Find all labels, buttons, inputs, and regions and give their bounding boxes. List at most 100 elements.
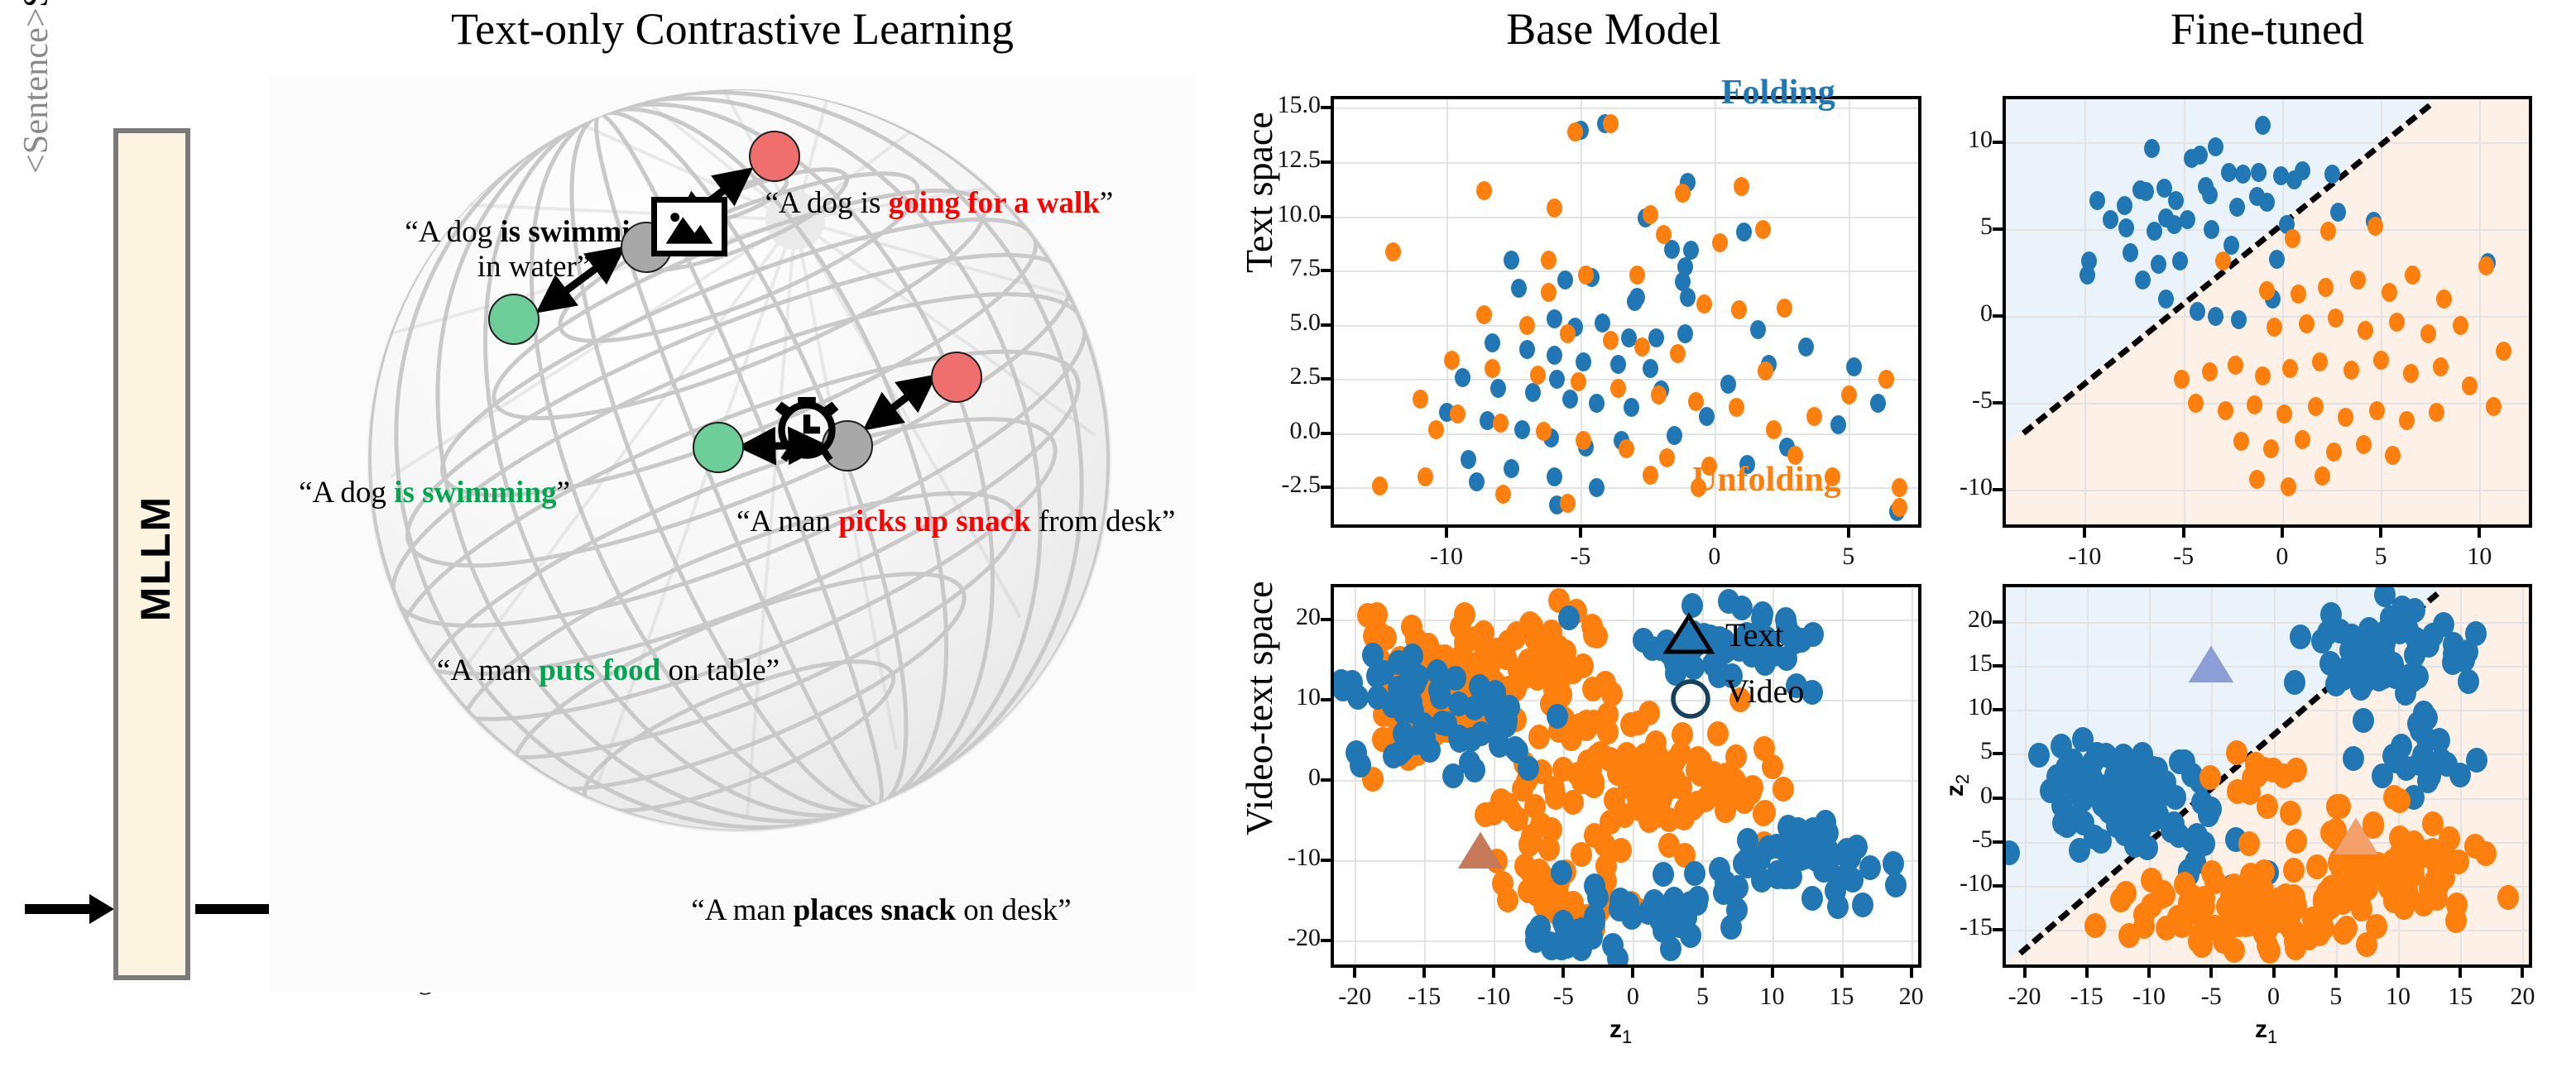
y-axis-tick-mark (1993, 141, 2003, 145)
mllm-box: MLLM (113, 128, 190, 980)
scatter-point (2217, 400, 2233, 420)
scatter-point (1658, 447, 1675, 467)
scatter-point (1892, 478, 1908, 498)
scatter-point (1691, 478, 1707, 498)
x-axis-tick-label: -5 (1570, 543, 1591, 570)
scatter-point (2150, 255, 2166, 275)
image-icon (651, 197, 727, 256)
y-axis-tick-label: -2.5 (1281, 471, 1322, 499)
scatter-point (1870, 394, 1887, 414)
x-axis-tick-mark (1770, 968, 1774, 978)
scatter-point (2314, 467, 2330, 486)
scatter-point (2215, 251, 2232, 271)
y-axis-tick-label: 5.0 (1289, 308, 1322, 336)
scatter-point (2319, 222, 2336, 242)
scatter-point (1468, 471, 1485, 491)
caption-text-tail: ” (1099, 186, 1114, 220)
scatter-point (2114, 881, 2137, 907)
y-axis-tick-label: 5 (1980, 213, 1993, 241)
scatter-point (2190, 933, 2213, 959)
scatter-point (2402, 837, 2425, 863)
x-axis-tick-mark (2478, 528, 2482, 538)
scatter-point (2495, 342, 2511, 361)
scatter-point (1830, 415, 1846, 435)
caption-emphasis: picks up snack (838, 505, 1031, 538)
plot-text-space-base-model[interactable] (1331, 96, 1921, 528)
y-axis-tick-label: 20 (1968, 605, 1993, 634)
scatter-point (1682, 241, 1699, 261)
scatter-point (1489, 378, 1506, 398)
plot-video-text-space-fine-tuned[interactable] (2003, 584, 2532, 968)
gridline-vertical (1446, 99, 1449, 524)
scatter-point (2329, 203, 2346, 223)
scatter-point (2055, 754, 2077, 780)
plot-video-text-space-base-model[interactable] (1331, 584, 1921, 968)
scatter-point (1841, 868, 1864, 893)
scatter-point (1503, 458, 1519, 478)
gridline-horizontal (1334, 379, 1918, 381)
scatter-point (1463, 695, 1485, 720)
scatter-point (1651, 908, 1673, 934)
scatter-point (2432, 357, 2449, 377)
alarm-clock-icon (767, 387, 847, 467)
scatter-point (1382, 743, 1404, 768)
scatter-point (1749, 319, 1766, 339)
scatter-point (1736, 621, 1758, 647)
caption-text: “A dog (405, 215, 501, 249)
scatter-point (1597, 719, 1619, 744)
scatter-point (1576, 430, 1592, 450)
scatter-point (2233, 883, 2255, 909)
scatter-point (2328, 660, 2350, 686)
gridline-horizontal (2006, 403, 2529, 405)
y-axis-tick-label: 10 (1968, 126, 1993, 154)
scatter-point (2252, 859, 2275, 885)
scatter-point (1680, 287, 1696, 307)
scatter-point (2336, 916, 2358, 941)
y-axis-tick-mark (1993, 796, 2003, 800)
scatter-point (1585, 744, 1608, 769)
scatter-point (1566, 761, 1589, 787)
scatter-point (1766, 419, 1782, 439)
scatter-point (2134, 270, 2151, 290)
scatter-point (2294, 430, 2310, 450)
y-axis-tick-label: 0 (1980, 781, 1993, 809)
scatter-point (2290, 284, 2306, 304)
gridline-horizontal (1334, 216, 1918, 218)
plot-text-space-fine-tuned[interactable] (2003, 96, 2532, 528)
caption-dog-going-for-a-walk: “A dog is going for a walk” (749, 186, 1130, 221)
x-axis-tick-mark (2458, 968, 2463, 978)
scatter-point (1885, 873, 1907, 898)
scatter-point (1681, 592, 1704, 618)
scatter-point (1720, 374, 1737, 394)
scatter-point (2180, 209, 2196, 229)
caption-emphasis: puts food (539, 653, 661, 687)
caption-text-tail: from desk” (1030, 505, 1176, 538)
gridline-vertical (2024, 587, 2027, 964)
scatter-point (2402, 364, 2419, 384)
scatter-point (2226, 739, 2248, 765)
scatter-point (2343, 361, 2360, 380)
gridline-vertical (2381, 99, 2383, 524)
mllm-label: MLLM (132, 495, 179, 622)
scatter-point (1633, 628, 1655, 653)
x-axis-tick-mark (2396, 968, 2400, 978)
scatter-point (2445, 892, 2468, 917)
scatter-point (2478, 256, 2494, 276)
scatter-point (1777, 298, 1793, 318)
gridline-horizontal (2006, 316, 2529, 318)
scatter-point (1883, 850, 1905, 876)
scatter-point (2166, 215, 2182, 235)
scatter-point (2028, 743, 2051, 768)
x-axis-tick-mark (2334, 968, 2338, 978)
scatter-point (1511, 279, 1528, 299)
scatter-point (1624, 398, 1640, 418)
y-axis-tick-mark (1993, 620, 2003, 625)
sphere-arrows (535, 167, 938, 466)
scatter-point (1581, 676, 1604, 701)
scatter-point (1518, 610, 1541, 636)
gridline-vertical (2281, 99, 2284, 524)
scatter-point (1878, 370, 1895, 390)
scatter-point (1385, 242, 1402, 261)
scatter-point (1736, 222, 1753, 242)
x-axis-tick-mark (1846, 528, 1850, 538)
